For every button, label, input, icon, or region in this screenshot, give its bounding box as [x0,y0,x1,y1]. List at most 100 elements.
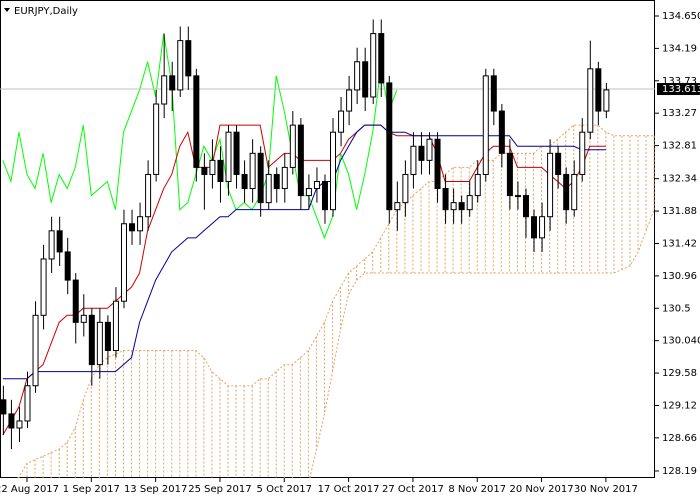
candle-body [40,258,47,316]
candle-body [506,152,513,197]
candle-body [362,61,369,98]
candle-body [370,33,377,98]
candle-body [137,216,144,232]
candle-body [474,173,481,197]
candle-body [587,68,594,133]
candle-body [482,75,489,175]
candle-body [514,195,521,198]
candle-body [32,314,39,387]
candle-body [185,40,192,77]
candle-body [522,195,529,218]
candle-body [338,110,345,133]
candle-body [418,145,425,161]
y-tick-label: 133.73 [662,76,697,87]
candle-body [265,173,272,204]
plot-area [0,19,655,478]
menu-triangle [4,8,10,12]
candle-body [466,195,473,211]
candle-body [0,399,7,415]
candle-body [112,300,119,352]
candle-body [201,166,208,175]
indicator-line [2,124,606,380]
y-tick-label: 132.34 [662,174,697,185]
x-tick-label: 5 Oct 2017 [257,484,312,495]
x-tick-label: 27 Oct 2017 [382,484,444,495]
candle-body [330,131,337,211]
candle-body [120,223,127,302]
candle-body [434,138,441,190]
candle-body [346,89,353,112]
candle-body [209,159,216,175]
plot-frame [0,0,655,478]
x-tick-label: 13 Sep 2017 [124,484,187,495]
axes: 134.650 134.19 133.73 133.27 132.81 132.34 131… [0,11,700,495]
candle-body [603,89,610,112]
candle-body [8,413,15,429]
candle-body [410,145,417,175]
candle-body [193,75,200,168]
x-tick-label: 30 Nov 2017 [574,484,638,495]
candle-body [104,321,111,352]
candle-body [241,173,248,190]
candle-body [539,216,546,239]
candle-body [257,152,264,204]
candle-body [571,173,578,211]
candle-body [249,152,256,190]
candle-body [442,188,449,211]
y-tick-label: 130.96 [662,271,697,282]
candle-body [490,75,497,112]
y-tick-label: 133.27 [662,108,697,119]
x-tick-label: 8 Nov 2017 [448,484,506,495]
chart-title: EURJPY,Daily [14,6,78,17]
last-price-box [657,83,700,96]
y-tick-label: 134.650 [662,11,700,22]
y-tick-label: 130.040 [662,336,700,347]
candle-body [458,202,465,211]
candle-body [88,314,95,366]
candle-body [394,202,401,211]
y-tick-label: 128.66 [662,433,697,444]
last-price-label: 133.613 [662,84,700,95]
candle-body [217,159,224,182]
candle-body [80,314,87,323]
candle-body [297,124,304,197]
candle-body [56,230,63,253]
candle-body [281,166,288,190]
candle-body [386,82,393,211]
candle-body [547,152,554,218]
x-tick-label: 1 Sep 2017 [63,484,120,495]
candle-body [153,103,160,175]
candle-body [595,68,602,112]
indicator-line [2,124,606,436]
y-tick-label: 129.58 [662,368,697,379]
candle-body [313,180,320,190]
candle-body [64,251,71,281]
x-tick-label: 20 Nov 2017 [510,484,574,495]
x-tick-label: 17 Oct 2017 [318,484,380,495]
candle-body [129,223,136,232]
candle-body [48,230,55,260]
candle-body [402,173,409,204]
indicator-line [2,33,398,240]
x-tick-label: 22 Aug 2017 [0,484,59,495]
candle-body [169,75,176,91]
candle-body [579,131,586,175]
y-tick-label: 129.12 [662,400,697,411]
candle-body [225,131,232,182]
candle-body [378,33,385,84]
y-tick-label: 131.88 [662,206,697,217]
candle-body [24,385,31,422]
candle-body [72,279,79,323]
candle-body [426,138,433,161]
y-tick-label: 130.5 [662,303,691,314]
candle-body [354,61,361,91]
candle-body [289,124,296,168]
candle-body [145,173,152,218]
candle-body [161,75,168,105]
candle-body [273,173,280,190]
candle-body [96,321,103,366]
y-tick-label: 132.81 [662,141,697,152]
y-tick-label: 134.19 [662,43,697,54]
candle-body [16,420,23,429]
